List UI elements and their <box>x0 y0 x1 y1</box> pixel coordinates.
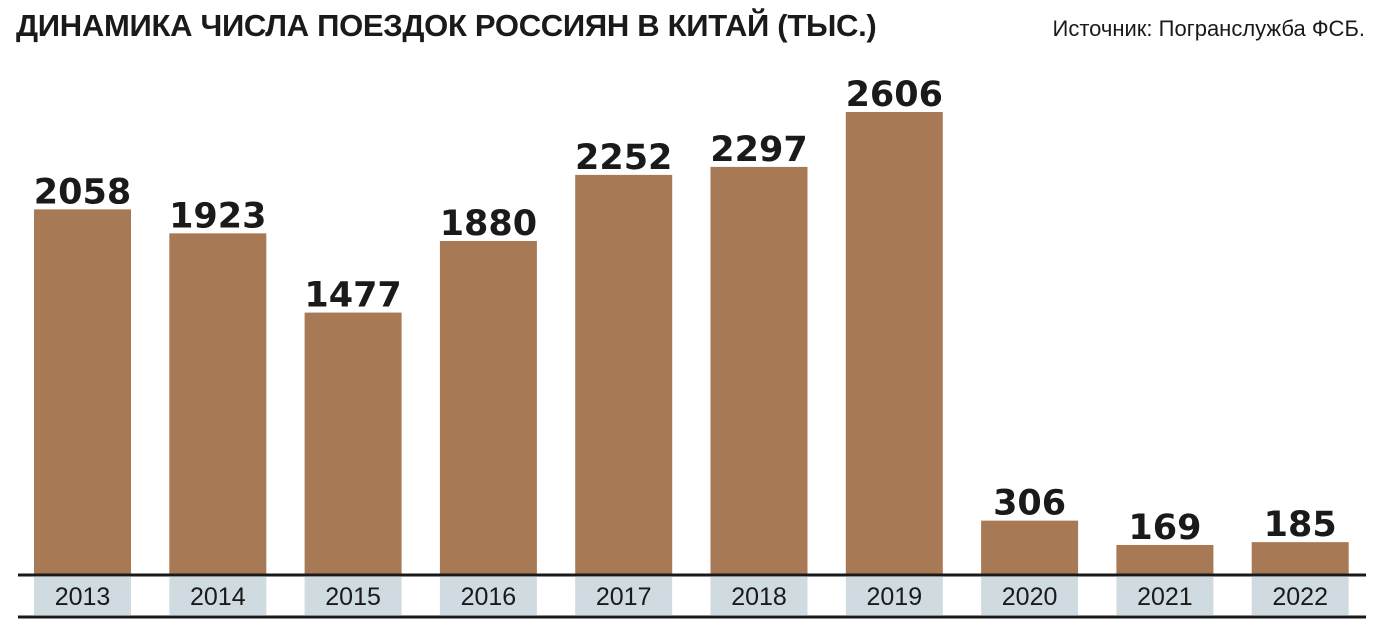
data-label: 169 <box>1128 508 1201 548</box>
year-tick-label: 2013 <box>55 583 111 611</box>
bar <box>304 312 402 575</box>
year-label-background <box>981 577 1079 615</box>
year-tick-label: 2018 <box>731 583 787 611</box>
year-label-background <box>710 577 808 615</box>
year-label-background <box>1251 577 1349 615</box>
year-tick-label: 2015 <box>325 583 381 611</box>
bar <box>1251 542 1349 575</box>
bar <box>169 233 267 576</box>
year-tick-label: 2021 <box>1137 583 1193 611</box>
year-label-background <box>34 577 131 615</box>
source-note: Источник: Погранслужба ФСБ. <box>1052 16 1366 41</box>
data-label: 1477 <box>304 276 401 316</box>
data-label: 2058 <box>34 172 131 212</box>
year-label-background <box>1116 577 1214 615</box>
data-label: 1923 <box>169 196 266 236</box>
year-tick-label: 2017 <box>596 583 652 611</box>
data-label: 2297 <box>710 130 807 170</box>
year-label-background <box>439 577 537 615</box>
bar <box>710 166 808 575</box>
year-tick-label: 2019 <box>866 583 922 611</box>
year-label-background <box>304 577 402 615</box>
chart-title: ДИНАМИКА ЧИСЛА ПОЕЗДОК РОССИЯН В КИТАЙ (… <box>16 8 877 43</box>
year-label-background <box>845 577 943 615</box>
bar <box>34 209 131 575</box>
data-label: 1880 <box>440 204 537 244</box>
data-label: 2606 <box>846 75 943 115</box>
data-label: 185 <box>1264 505 1337 545</box>
bar <box>981 520 1079 575</box>
data-label: 306 <box>993 484 1066 524</box>
data-label: 2252 <box>575 138 672 178</box>
bar <box>845 112 943 575</box>
bar <box>1116 544 1214 575</box>
year-tick-label: 2014 <box>190 583 246 611</box>
year-tick-label: 2022 <box>1272 583 1328 611</box>
bar <box>439 240 537 575</box>
year-label-background <box>575 577 673 615</box>
year-label-background <box>169 577 267 615</box>
year-tick-label: 2020 <box>1002 583 1058 611</box>
year-tick-label: 2016 <box>461 583 517 611</box>
bar <box>575 174 673 575</box>
